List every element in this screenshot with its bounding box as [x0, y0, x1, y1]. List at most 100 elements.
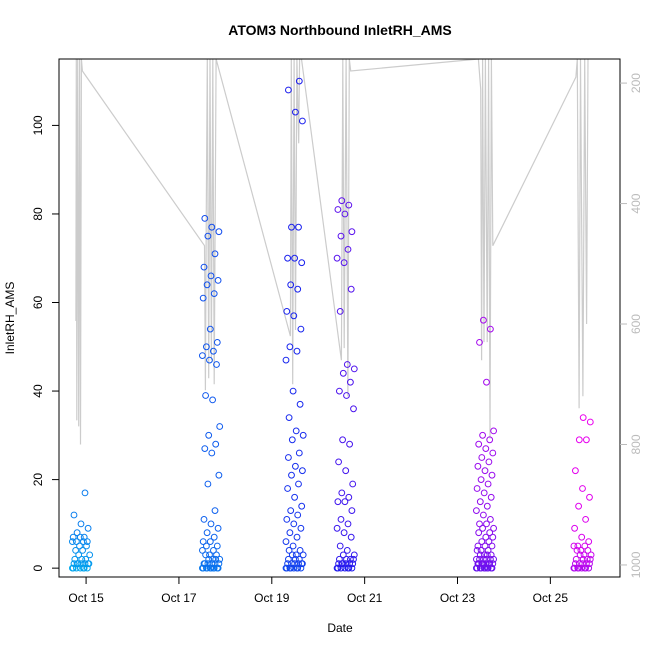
data-point: [287, 564, 295, 572]
data-point: [480, 551, 488, 559]
data-point: [340, 259, 348, 267]
data-point: [73, 529, 81, 537]
data-point: [292, 555, 299, 563]
data-point: [299, 551, 307, 559]
pressure-line: [75, 59, 589, 445]
y2-tick-label: 1000: [629, 551, 643, 578]
data-point: [583, 555, 591, 563]
data-point: [335, 560, 343, 568]
data-point: [481, 467, 489, 475]
data-point: [286, 529, 294, 537]
data-point: [582, 564, 589, 572]
data-point: [69, 533, 77, 541]
data-point: [210, 290, 218, 298]
y-tick-label: 40: [31, 384, 45, 398]
data-point: [77, 560, 85, 568]
data-point: [482, 445, 490, 453]
y-tick-label: 100: [31, 115, 45, 135]
data-point: [483, 502, 491, 510]
data-point: [298, 259, 306, 267]
y2-tick-label: 800: [629, 434, 643, 454]
data-point: [200, 263, 208, 271]
data-point: [286, 343, 294, 351]
data-point: [283, 308, 291, 315]
data-point: [343, 361, 351, 368]
data-point: [347, 533, 355, 541]
data-point: [342, 560, 350, 568]
data-point: [334, 564, 342, 572]
data-point: [201, 215, 209, 222]
data-point: [85, 560, 93, 568]
data-point: [295, 77, 303, 85]
data-point: [586, 418, 594, 426]
data-point: [333, 524, 341, 532]
data-point: [484, 547, 492, 554]
data-point: [199, 294, 207, 302]
data-point: [579, 560, 586, 568]
data-point: [203, 529, 211, 537]
data-point: [291, 560, 299, 568]
data-point: [487, 493, 495, 501]
data-point: [340, 529, 348, 537]
data-point: [579, 555, 587, 563]
data-point: [292, 427, 300, 435]
data-point: [295, 555, 303, 563]
data-points: [69, 77, 595, 572]
data-point: [584, 547, 592, 554]
data-point: [347, 285, 355, 293]
data-point: [486, 436, 494, 444]
data-point: [289, 387, 297, 395]
data-point: [287, 281, 295, 289]
data-point: [350, 365, 358, 373]
data-point: [337, 516, 345, 523]
data-point: [476, 555, 483, 563]
data-point: [199, 547, 206, 554]
y-axis: 0 20 40 60 80 100: [31, 115, 59, 571]
data-point: [80, 538, 87, 545]
chart-title: ATOM3 Northbound InletRH_AMS: [228, 22, 451, 38]
data-point: [208, 560, 216, 568]
data-point: [291, 493, 299, 501]
data-point: [70, 511, 78, 519]
data-point: [480, 555, 487, 563]
data-point: [213, 339, 221, 346]
data-point: [299, 560, 306, 568]
data-point: [215, 560, 223, 568]
data-point: [571, 564, 578, 572]
data-point: [577, 547, 585, 554]
data-point: [480, 511, 487, 519]
data-point: [482, 533, 490, 541]
data-point: [288, 436, 296, 444]
data-point: [572, 555, 580, 563]
data-point: [339, 560, 347, 568]
data-point: [486, 529, 494, 537]
data-point: [583, 560, 590, 568]
data-point: [295, 223, 302, 231]
data-point: [284, 485, 292, 492]
data-point: [209, 555, 217, 563]
data-point: [83, 538, 91, 545]
y-tick-label: 80: [31, 207, 45, 221]
data-point: [72, 547, 79, 554]
data-point: [204, 480, 212, 488]
data-point: [285, 547, 293, 554]
data-point: [479, 431, 487, 439]
data-point: [208, 449, 216, 457]
data-point: [586, 493, 593, 501]
data-point: [586, 555, 594, 563]
data-point: [212, 555, 220, 563]
y-tick-label: 20: [31, 473, 45, 487]
data-point: [84, 524, 92, 532]
y2-tick-label: 600: [629, 314, 643, 334]
data-point: [480, 489, 488, 497]
data-point: [69, 538, 76, 545]
data-point: [343, 547, 351, 554]
data-point: [292, 551, 300, 559]
data-point: [476, 339, 483, 346]
data-point: [475, 529, 483, 537]
data-point: [78, 555, 86, 563]
data-point: [288, 551, 296, 559]
data-point: [213, 542, 221, 550]
data-point: [570, 542, 578, 550]
y2-tick-label: 200: [629, 73, 643, 93]
